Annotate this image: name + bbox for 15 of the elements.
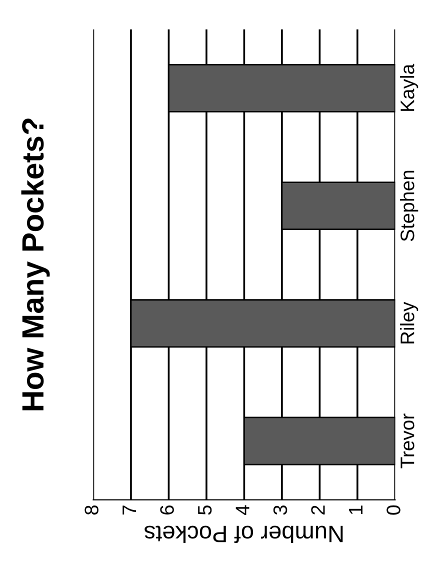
x-tick-label: 8 bbox=[84, 506, 98, 515]
x-tick-label: 3 bbox=[273, 506, 288, 515]
y-tick-label: Stephen bbox=[400, 170, 418, 242]
y-tick-label: Riley bbox=[400, 302, 418, 344]
y-tick-label: Trevor bbox=[400, 414, 414, 468]
text: How Many Pockets? bbox=[21, 118, 50, 410]
x-tick-label: 1 bbox=[349, 506, 362, 514]
x-tick-label: 4 bbox=[236, 505, 250, 516]
x-tick-label: 0 bbox=[386, 505, 400, 515]
x-tick-label: 5 bbox=[198, 505, 212, 515]
x-tick-label: 2 bbox=[311, 506, 325, 514]
x-tick-label: 6 bbox=[160, 506, 174, 514]
x-tick-label: 7 bbox=[122, 506, 136, 514]
y-tick-label: Kayla bbox=[400, 64, 418, 111]
x-axis-title: Number of Pockets bbox=[144, 526, 343, 544]
